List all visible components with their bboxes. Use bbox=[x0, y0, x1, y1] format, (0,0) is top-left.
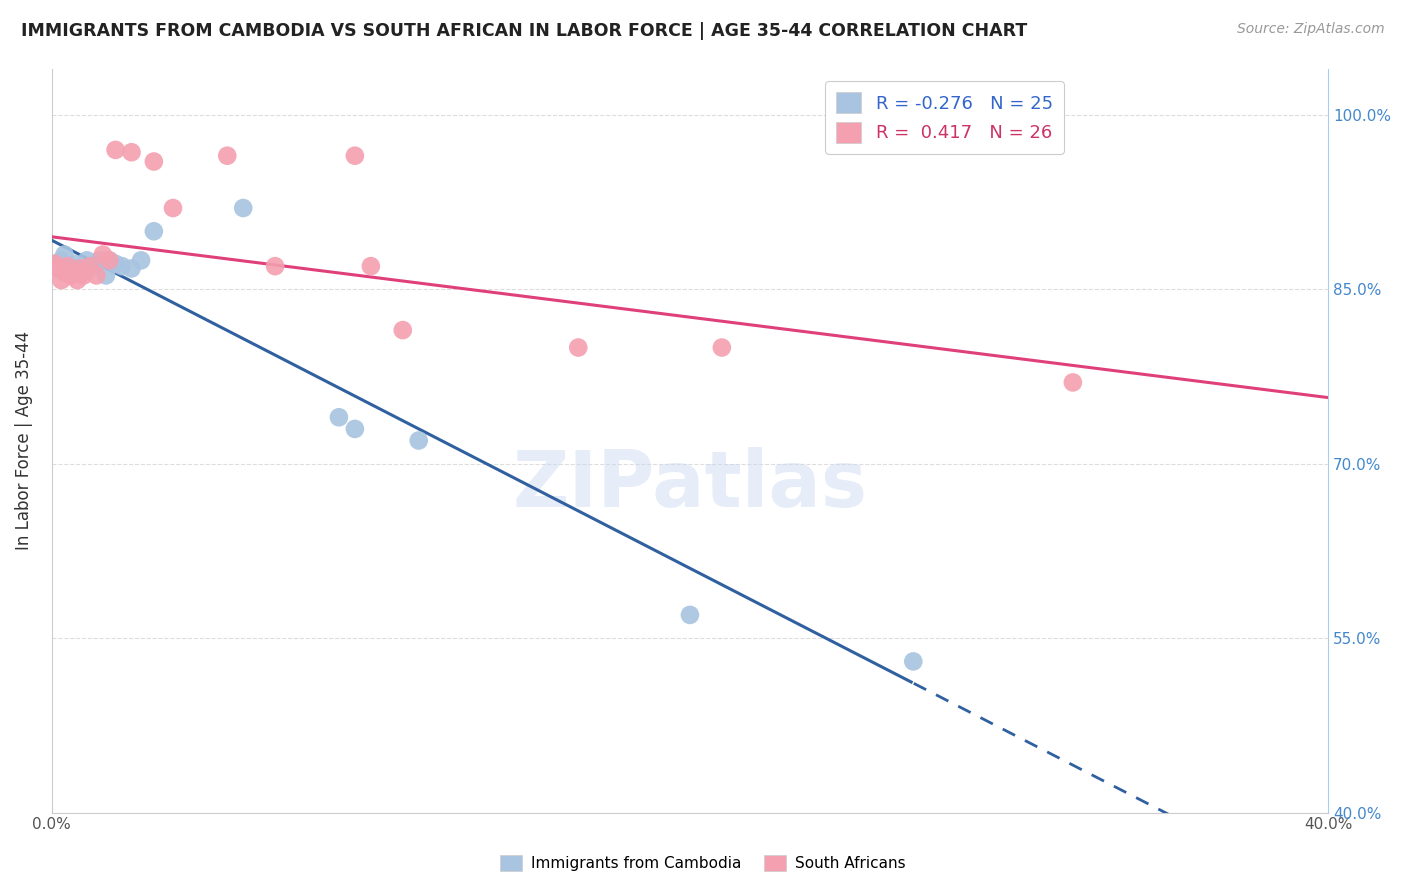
Point bbox=[46, 261, 69, 276]
Point bbox=[121, 145, 143, 160]
Text: Source: ZipAtlas.com: Source: ZipAtlas.com bbox=[1237, 22, 1385, 37]
Point bbox=[79, 259, 101, 273]
Point bbox=[69, 261, 91, 276]
Point bbox=[679, 607, 702, 622]
Point bbox=[56, 259, 79, 273]
Point bbox=[63, 265, 86, 279]
Y-axis label: In Labor Force | Age 35-44: In Labor Force | Age 35-44 bbox=[15, 331, 32, 550]
Point bbox=[94, 268, 117, 283]
Point bbox=[56, 259, 79, 273]
Point bbox=[89, 253, 111, 268]
Point bbox=[142, 154, 165, 169]
Point bbox=[391, 323, 413, 337]
Point bbox=[567, 341, 589, 355]
Point bbox=[59, 268, 82, 283]
Point bbox=[98, 253, 121, 268]
Point bbox=[53, 265, 76, 279]
Text: ZIPatlas: ZIPatlas bbox=[512, 447, 868, 524]
Point bbox=[343, 149, 366, 163]
Point bbox=[44, 257, 66, 271]
Point bbox=[82, 259, 104, 273]
Text: IMMIGRANTS FROM CAMBODIA VS SOUTH AFRICAN IN LABOR FORCE | AGE 35-44 CORRELATION: IMMIGRANTS FROM CAMBODIA VS SOUTH AFRICA… bbox=[21, 22, 1028, 40]
Point bbox=[328, 410, 350, 425]
Point bbox=[903, 654, 925, 668]
Point bbox=[129, 253, 152, 268]
Point bbox=[51, 253, 73, 268]
Point bbox=[710, 341, 733, 355]
Point bbox=[104, 257, 127, 271]
Point bbox=[121, 261, 143, 276]
Point bbox=[142, 224, 165, 238]
Point bbox=[360, 259, 382, 273]
Point bbox=[73, 265, 96, 279]
Point bbox=[51, 273, 73, 287]
Point bbox=[76, 253, 98, 268]
Point bbox=[98, 253, 121, 268]
Point bbox=[232, 201, 254, 215]
Point bbox=[66, 261, 89, 276]
Point bbox=[104, 143, 127, 157]
Point bbox=[59, 265, 82, 279]
Point bbox=[217, 149, 239, 163]
Point bbox=[44, 257, 66, 271]
Point bbox=[343, 422, 366, 436]
Point bbox=[1062, 376, 1084, 390]
Point bbox=[53, 247, 76, 261]
Point bbox=[63, 257, 86, 271]
Point bbox=[46, 261, 69, 276]
Point bbox=[66, 273, 89, 287]
Legend: Immigrants from Cambodia, South Africans: Immigrants from Cambodia, South Africans bbox=[495, 849, 911, 877]
Point bbox=[73, 268, 96, 283]
Point bbox=[162, 201, 184, 215]
Point bbox=[264, 259, 287, 273]
Legend: R = -0.276   N = 25, R =  0.417   N = 26: R = -0.276 N = 25, R = 0.417 N = 26 bbox=[825, 81, 1064, 153]
Point bbox=[408, 434, 430, 448]
Point bbox=[91, 247, 114, 261]
Point bbox=[111, 259, 134, 273]
Point bbox=[86, 268, 108, 283]
